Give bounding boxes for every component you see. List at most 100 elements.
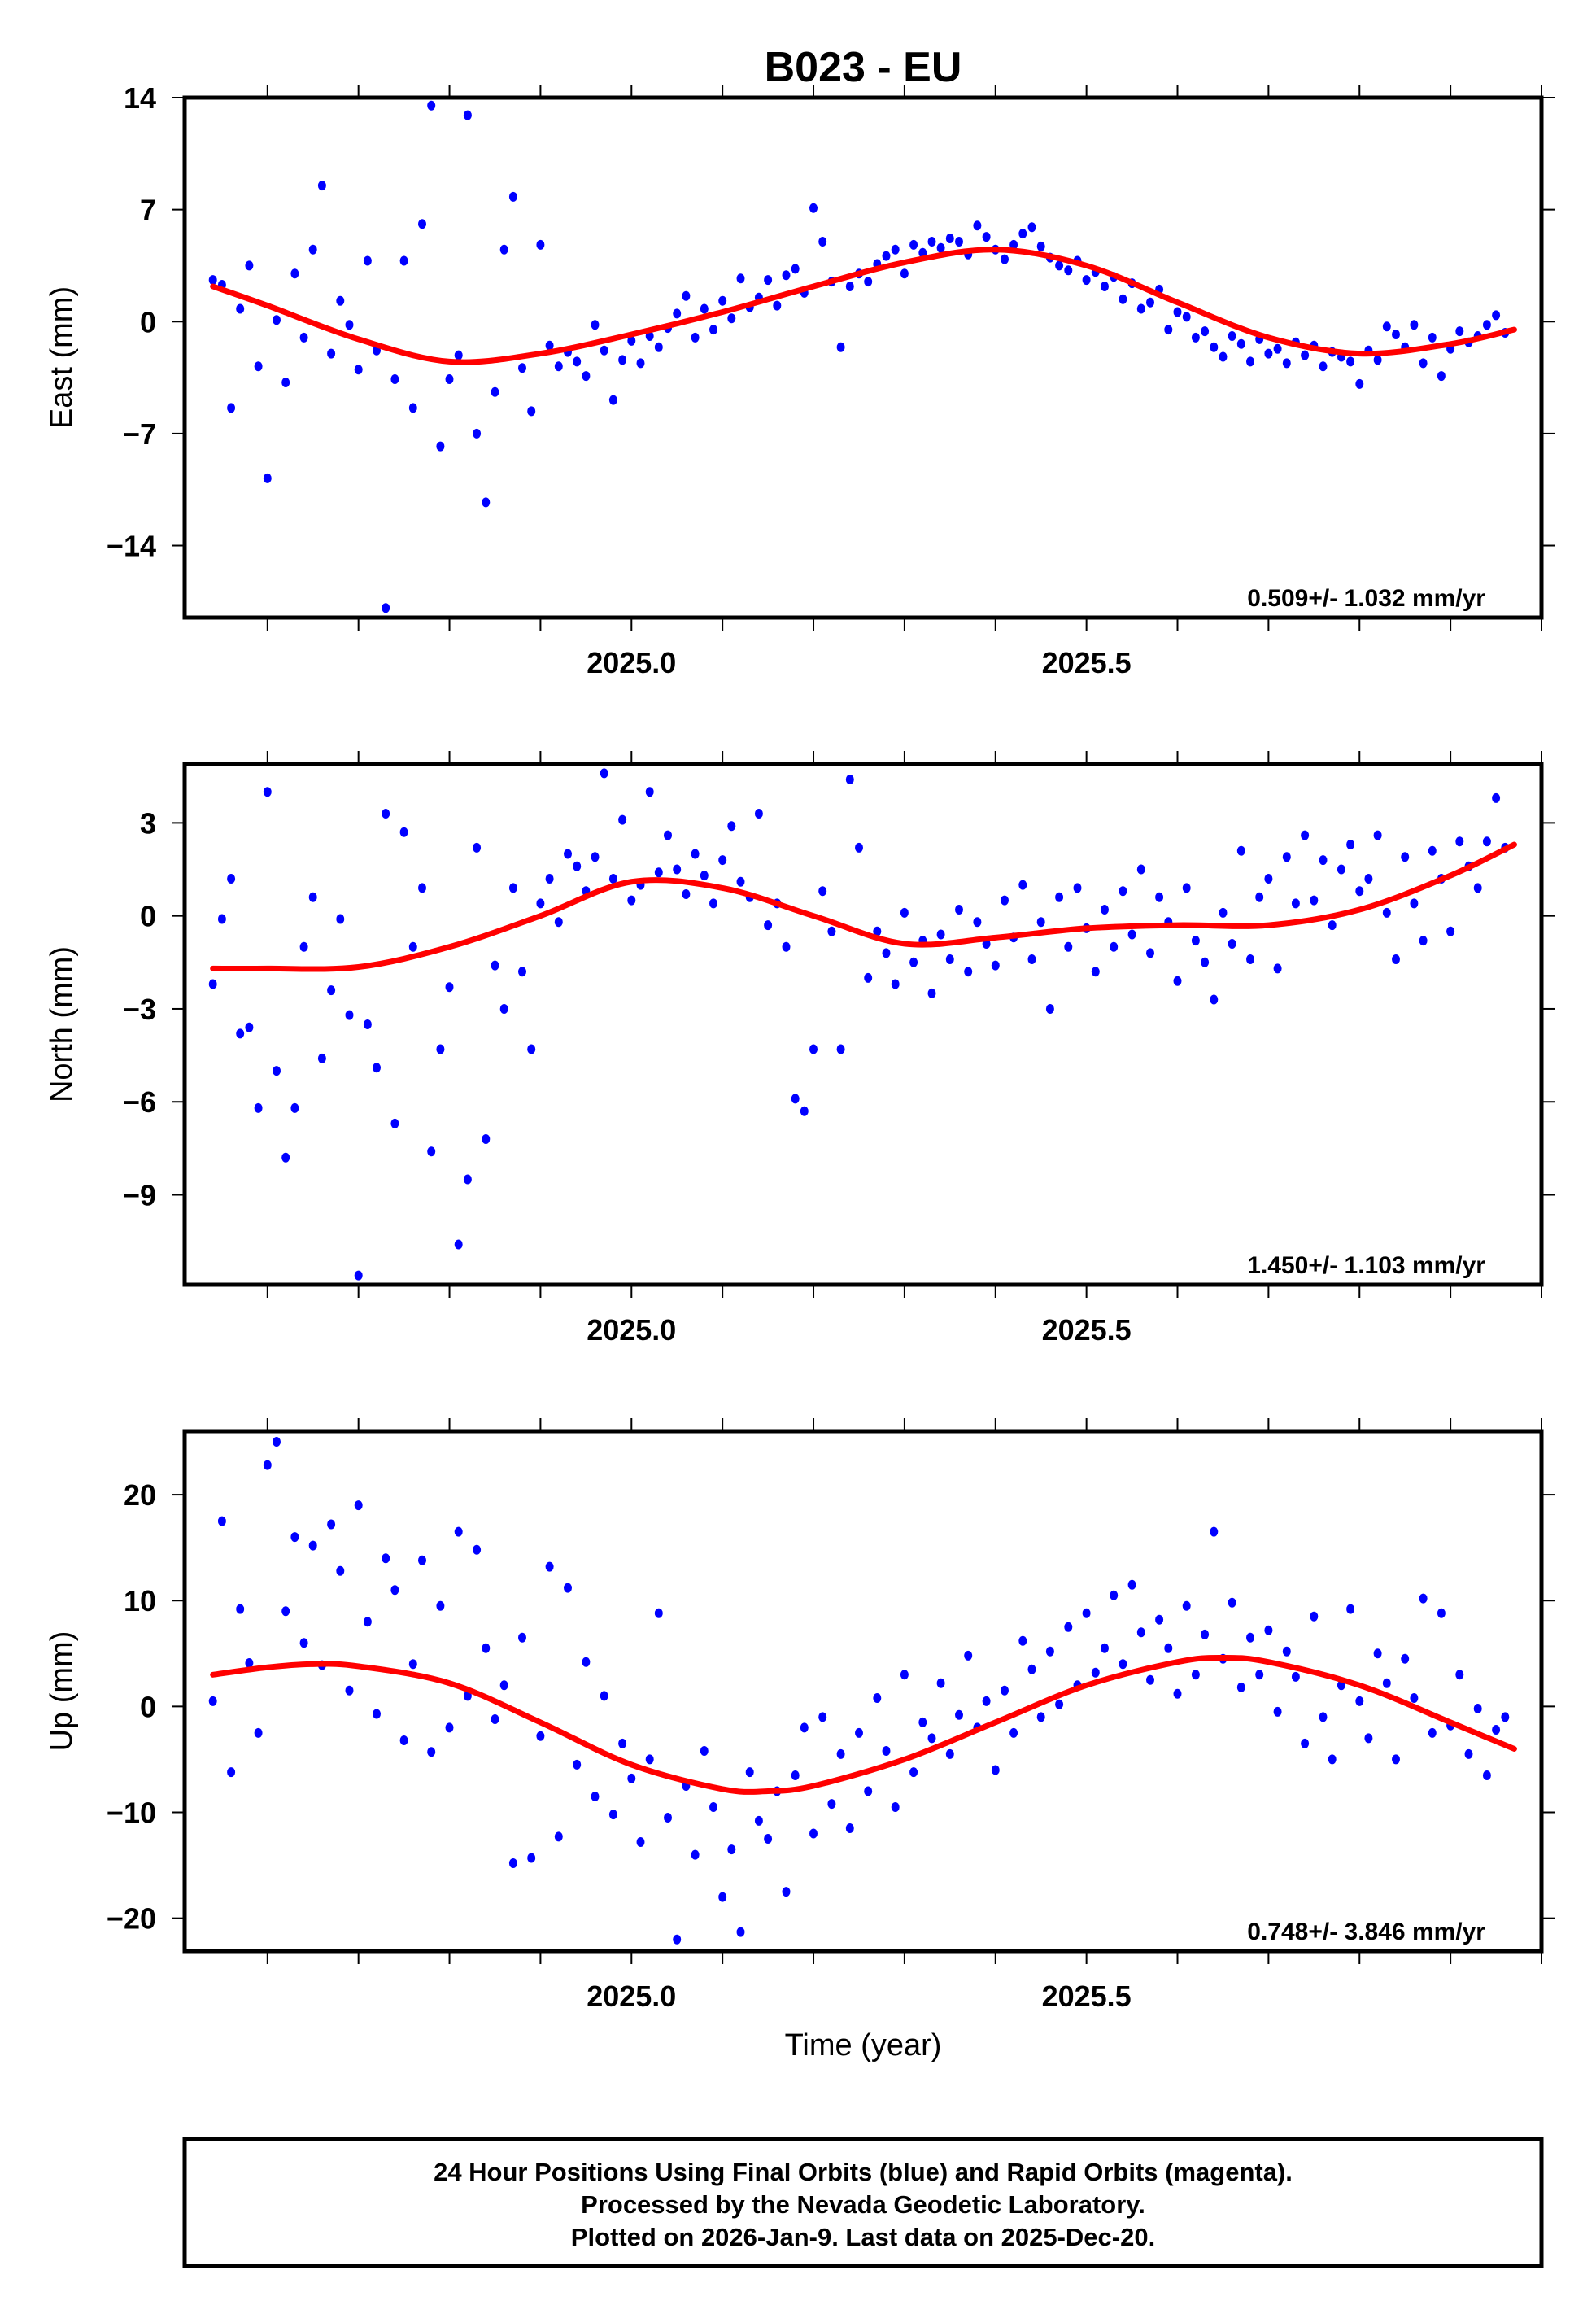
data-point <box>227 403 236 413</box>
data-point <box>1182 1600 1191 1611</box>
data-point <box>1455 1670 1464 1680</box>
data-point <box>736 1927 745 1937</box>
data-point <box>527 1853 536 1863</box>
data-point <box>1064 265 1073 276</box>
data-point <box>308 244 317 255</box>
data-point <box>1492 792 1501 803</box>
data-point <box>382 809 390 819</box>
data-point <box>1027 1664 1036 1674</box>
data-point <box>973 220 982 231</box>
data-point <box>527 1044 536 1054</box>
data-point <box>1027 954 1036 964</box>
data-point <box>936 929 945 940</box>
y-axis-label: Up (mm) <box>45 1631 79 1752</box>
data-point <box>1045 1004 1054 1014</box>
data-point <box>673 864 682 875</box>
y-tick-label: −20 <box>107 1902 156 1936</box>
data-point <box>727 1844 736 1855</box>
data-point <box>1419 936 1428 946</box>
data-point <box>691 332 700 343</box>
data-point <box>818 1712 827 1722</box>
footer-line-3: Plotted on 2026-Jan-9. Last data on 2025… <box>571 2223 1155 2251</box>
data-point <box>281 1606 290 1617</box>
y-tick-label: −7 <box>123 417 156 451</box>
data-point <box>608 1810 617 1820</box>
data-point <box>227 874 236 884</box>
data-point <box>1328 920 1337 931</box>
data-point <box>1191 332 1200 343</box>
data-point <box>1401 852 1410 862</box>
data-point <box>936 242 945 253</box>
data-point <box>1364 874 1373 884</box>
data-point <box>964 1650 973 1661</box>
data-point <box>608 874 617 884</box>
data-point <box>809 203 818 213</box>
data-point <box>508 1858 517 1868</box>
data-point <box>936 1678 945 1688</box>
data-point <box>1236 845 1245 856</box>
data-point <box>290 1102 299 1113</box>
data-point <box>1045 1646 1054 1657</box>
data-point <box>436 1044 445 1054</box>
data-point <box>527 406 536 417</box>
data-point <box>1236 338 1245 349</box>
data-point <box>327 985 336 996</box>
data-point <box>491 386 499 397</box>
data-point <box>1255 892 1264 902</box>
data-point <box>1410 320 1419 330</box>
data-point <box>1373 355 1382 365</box>
data-point <box>427 100 436 111</box>
data-point <box>918 1717 927 1727</box>
data-point <box>1437 1608 1446 1618</box>
data-point <box>1382 321 1391 332</box>
data-point <box>1018 229 1027 239</box>
data-point <box>1055 260 1064 271</box>
data-point <box>1119 1659 1127 1670</box>
data-point <box>1073 883 1082 893</box>
y-tick-label: 10 <box>124 1584 156 1617</box>
data-point <box>373 1709 381 1719</box>
data-point <box>745 1767 754 1778</box>
x-axis-label: Time (year) <box>785 2028 942 2063</box>
data-point <box>700 1746 709 1756</box>
data-point <box>1319 1712 1328 1722</box>
data-point <box>1310 895 1319 906</box>
data-point <box>254 1102 263 1113</box>
data-point <box>1473 1704 1482 1713</box>
data-point <box>1101 905 1109 915</box>
data-point <box>345 320 354 330</box>
data-points <box>208 768 1510 1281</box>
data-point <box>1027 222 1036 233</box>
data-point <box>1373 830 1382 840</box>
data-point <box>782 941 791 952</box>
data-point <box>782 270 791 281</box>
data-point <box>473 1544 482 1555</box>
data-point <box>554 917 563 928</box>
y-tick-label: 0 <box>140 900 156 933</box>
data-point <box>418 219 426 229</box>
data-point <box>554 1831 563 1842</box>
data-point <box>591 1792 600 1801</box>
data-point <box>654 1608 663 1618</box>
data-point <box>1036 917 1045 928</box>
footer-box: 24 Hour Positions Using Final Orbits (bl… <box>182 2137 1544 2268</box>
data-point <box>290 1532 299 1543</box>
data-point <box>236 1604 245 1614</box>
data-point <box>818 886 827 897</box>
data-point <box>1282 852 1291 862</box>
data-point <box>236 1028 245 1039</box>
data-point <box>445 1722 454 1733</box>
data-point <box>327 1519 336 1530</box>
data-point <box>809 1828 818 1839</box>
data-point <box>1364 1733 1373 1744</box>
data-point <box>700 871 709 881</box>
data-point <box>545 1561 554 1572</box>
data-point <box>518 967 526 977</box>
data-point <box>736 876 745 887</box>
data-point <box>508 883 517 893</box>
data-point <box>299 941 308 952</box>
data-point <box>573 861 582 871</box>
data-point <box>508 191 517 202</box>
data-point <box>1201 957 1210 967</box>
data-point <box>482 1134 491 1144</box>
